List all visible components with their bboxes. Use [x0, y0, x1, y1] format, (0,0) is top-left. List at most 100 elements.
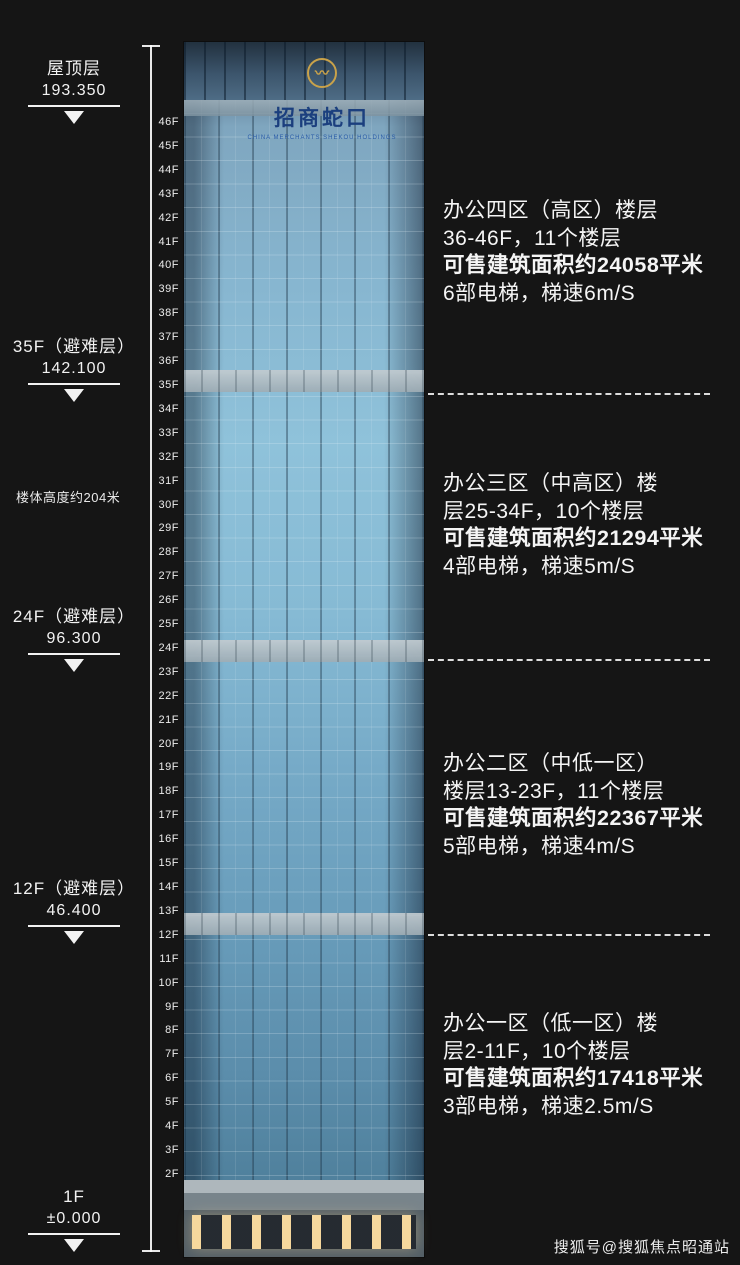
- zone-line: 办公四区（高区）楼层: [443, 199, 658, 222]
- refuge-floor-12f-band: [184, 913, 424, 935]
- zone-divider-12f: [428, 934, 710, 936]
- ruler-top-tick: [142, 45, 160, 47]
- marker-label: 24F（避难层）: [12, 607, 136, 626]
- marker-underline: [28, 105, 120, 107]
- zone-line: 层2-11F，10个楼层: [443, 1039, 631, 1063]
- floor-label: 24F: [158, 641, 179, 654]
- refuge-floor-35f-band: [184, 370, 424, 392]
- marker-24f: 24F（避难层） 96.300: [0, 606, 148, 672]
- building-crown: [184, 42, 424, 100]
- zone-divider-24f: [428, 659, 710, 661]
- floor-label: 26F: [158, 594, 179, 607]
- floor-label: 4F: [165, 1120, 179, 1133]
- building-height-note: 楼体高度约204米: [16, 490, 121, 505]
- down-triangle-icon: [64, 389, 84, 402]
- floor-label: 39F: [158, 283, 179, 296]
- marker-label: 1F: [63, 1187, 85, 1206]
- floor-label: 45F: [158, 139, 179, 152]
- marker-underline: [28, 1233, 120, 1235]
- marker-12f: 12F（避难层） 46.400: [0, 878, 148, 944]
- marker-label: 屋顶层: [47, 59, 101, 78]
- down-triangle-icon: [64, 111, 84, 124]
- watermark: 搜狐号@搜狐焦点昭通站: [553, 1239, 730, 1256]
- floor-label: 41F: [158, 235, 179, 248]
- floor-label: 5F: [165, 1096, 179, 1109]
- floor-label: 30F: [158, 498, 179, 511]
- logo-subtext: CHINA MERCHANTS SHEKOU HOLDINGS: [247, 135, 397, 141]
- floor-label: 33F: [158, 426, 179, 439]
- floor-label: 23F: [158, 665, 179, 678]
- zone-line: 楼层13-23F，11个楼层: [443, 779, 665, 803]
- down-triangle-icon: [64, 931, 84, 944]
- floor-label: 27F: [158, 570, 179, 583]
- building-crown-ledge: [184, 100, 424, 116]
- floor-label: 2F: [165, 1167, 179, 1180]
- zone-area-line: 可售建筑面积约17418平米: [443, 1066, 704, 1090]
- zone-elevator-line: 5部电梯，梯速4m/S: [443, 834, 636, 858]
- zone-elevator-line: 6部电梯，梯速6m/S: [443, 281, 636, 305]
- floor-label: 22F: [158, 689, 179, 702]
- zone-area-line: 可售建筑面积约24058平米: [443, 253, 704, 277]
- marker-roof: 屋顶层 193.350: [0, 58, 148, 124]
- floor-label: 35F: [158, 378, 179, 391]
- floor-label: 32F: [158, 450, 179, 463]
- marker-value: 46.400: [46, 902, 102, 919]
- floor-label: 18F: [158, 785, 179, 798]
- floor-label: 7F: [165, 1048, 179, 1061]
- floor-label: 10F: [158, 976, 179, 989]
- down-triangle-icon: [64, 1239, 84, 1252]
- floor-label: 29F: [158, 522, 179, 535]
- marker-1f: 1F ±0.000: [0, 1186, 148, 1252]
- marker-value: ±0.000: [46, 1210, 102, 1227]
- zone-divider-35f: [428, 393, 710, 395]
- marker-label: 35F（避难层）: [12, 337, 136, 356]
- floor-label: 42F: [158, 211, 179, 224]
- building-elevation: 〰 招商蛇口 CHINA MERCHANTS SHEKOU HOLDINGS: [184, 42, 424, 1257]
- floor-label: 28F: [158, 546, 179, 559]
- floor-label: 37F: [158, 331, 179, 344]
- ruler-bottom-tick: [142, 1250, 160, 1252]
- marker-label: 12F（避难层）: [12, 879, 136, 898]
- marker-underline: [28, 653, 120, 655]
- floor-label: 16F: [158, 833, 179, 846]
- floor-label: 13F: [158, 904, 179, 917]
- floor-label: 8F: [165, 1024, 179, 1037]
- floor-label: 38F: [158, 307, 179, 320]
- floor-label: 6F: [165, 1072, 179, 1085]
- floor-label: 36F: [158, 355, 179, 368]
- zone-line: 办公一区（低一区）楼: [443, 1012, 658, 1035]
- floor-label: 9F: [165, 1000, 179, 1013]
- refuge-floor-24f-band: [184, 640, 424, 662]
- building-logo: 〰 招商蛇口 CHINA MERCHANTS SHEKOU HOLDINGS: [247, 58, 397, 141]
- floor-label: 3F: [165, 1143, 179, 1156]
- floor-label: 11F: [159, 952, 179, 965]
- floor-label: 34F: [158, 402, 179, 415]
- zone-area-line: 可售建筑面积约22367平米: [443, 806, 704, 830]
- floor-label: 43F: [158, 187, 179, 200]
- floor-label: 20F: [158, 737, 179, 750]
- building-podium: [184, 1180, 424, 1257]
- floor-label: 19F: [158, 761, 179, 774]
- floor-label: 40F: [158, 259, 179, 272]
- floor-label: 44F: [158, 163, 179, 176]
- logo-name: 招商蛇口: [274, 107, 370, 130]
- floor-label: 25F: [158, 618, 179, 631]
- marker-underline: [28, 383, 120, 385]
- zone-line: 36-46F，11个楼层: [443, 226, 622, 250]
- height-ruler-line: [150, 45, 152, 1252]
- zone-annotation-low: 办公一区（低一区）楼 层2-11F，10个楼层 可售建筑面积约17418平米 3…: [443, 1010, 735, 1120]
- down-triangle-icon: [64, 659, 84, 672]
- zone-line: 办公三区（中高区）楼: [443, 472, 658, 495]
- floor-label: 15F: [158, 857, 179, 870]
- logo-emblem-icon: 〰: [307, 58, 337, 88]
- zone-annotation-mid-high: 办公三区（中高区）楼 层25-34F，10个楼层 可售建筑面积约21294平米 …: [443, 470, 735, 580]
- zone-annotation-mid-low: 办公二区（中低一区） 楼层13-23F，11个楼层 可售建筑面积约22367平米…: [443, 750, 735, 860]
- zone-elevator-line: 3部电梯，梯速2.5m/S: [443, 1094, 654, 1118]
- marker-value: 96.300: [46, 630, 102, 647]
- marker-value: 142.100: [41, 360, 107, 377]
- zone-annotation-high: 办公四区（高区）楼层 36-46F，11个楼层 可售建筑面积约24058平米 6…: [443, 197, 735, 307]
- marker-underline: [28, 925, 120, 927]
- lobby-lights: [192, 1215, 416, 1249]
- floor-label: 14F: [158, 881, 179, 893]
